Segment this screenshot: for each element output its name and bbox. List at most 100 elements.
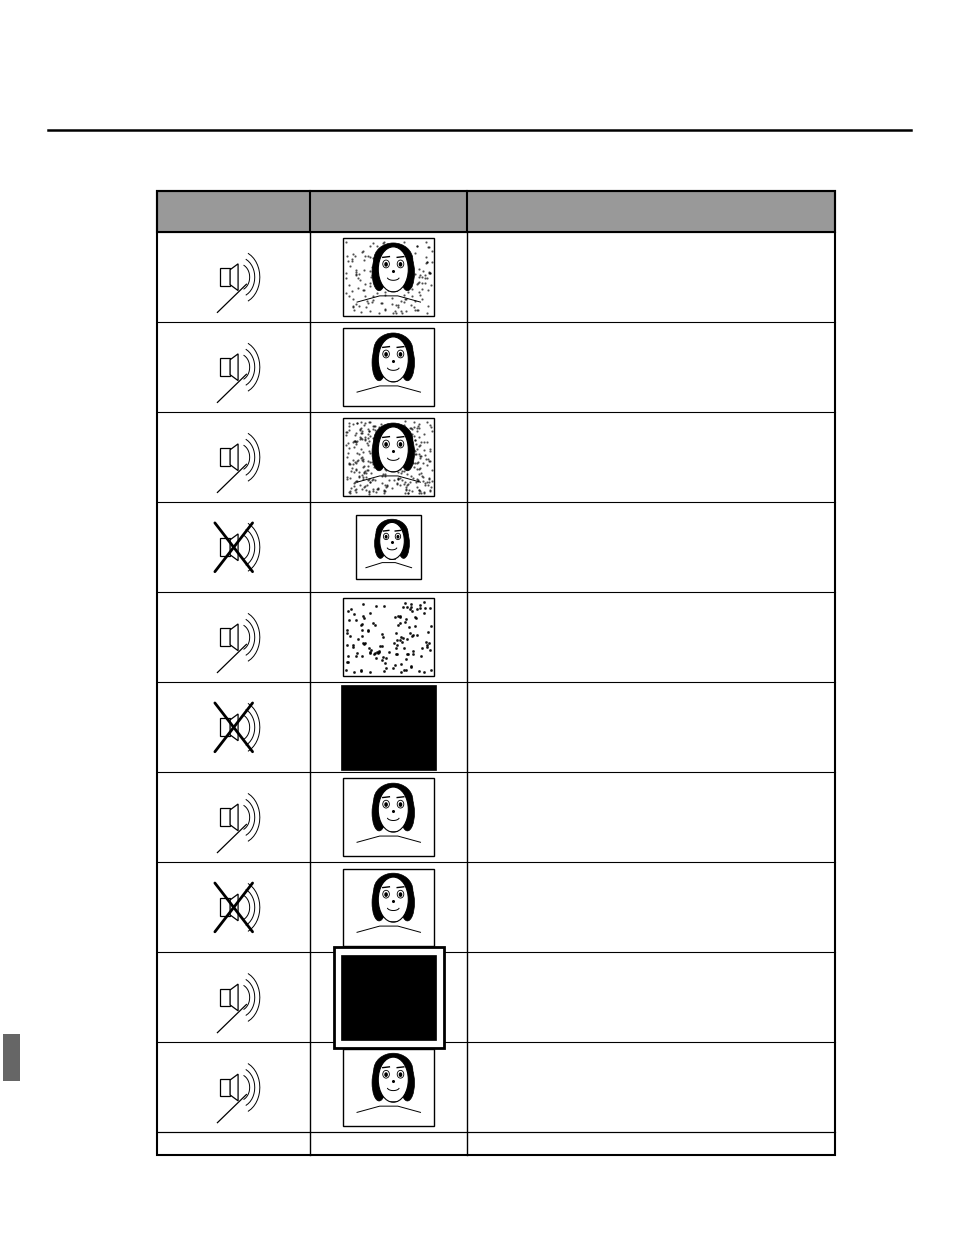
Ellipse shape [398,892,402,897]
Point [347,604,362,624]
Point [419,456,435,475]
Point [386,634,401,653]
Point [355,464,370,484]
Point [395,629,411,648]
Point [375,597,391,616]
Point [355,251,371,270]
Point [390,606,405,626]
Point [355,457,371,477]
Polygon shape [230,894,238,921]
Point [373,261,388,280]
Point [376,463,392,483]
Point [376,482,392,501]
Point [396,430,412,450]
Point [421,473,436,493]
Point [411,459,426,479]
Point [418,411,434,431]
Bar [341,684,436,771]
Point [357,427,373,447]
Point [342,454,357,474]
Point [421,598,436,618]
Point [390,459,405,479]
Bar [343,329,434,406]
Point [418,632,434,652]
Point [360,436,375,456]
Point [406,457,421,477]
Point [384,288,399,308]
Point [378,461,394,480]
Point [383,451,398,471]
Point [405,645,420,664]
Point [406,426,421,446]
Point [408,445,423,464]
Point [345,415,360,435]
Point [355,279,370,299]
Point [416,604,431,624]
Bar [343,1049,434,1126]
Ellipse shape [400,345,415,380]
Point [405,625,420,645]
Point [385,450,400,469]
Point [370,479,385,499]
Point [390,278,405,298]
Point [400,480,416,500]
Point [385,427,400,447]
Point [360,620,375,640]
Point [393,627,408,647]
Point [409,274,424,294]
Point [345,635,360,655]
Point [411,419,426,438]
Point [392,468,407,488]
Polygon shape [230,624,238,651]
Point [365,482,380,501]
Point [375,464,390,484]
Point [393,662,408,682]
Point [375,447,390,467]
Point [395,285,411,305]
Point [355,415,371,435]
Point [339,469,355,489]
Point [354,661,369,680]
Bar [343,599,434,677]
Point [375,650,390,669]
Point [416,483,431,503]
Point [374,473,389,493]
Point [388,304,403,324]
Point [388,295,403,315]
Point [354,646,369,666]
Point [338,268,354,288]
Point [407,606,422,626]
Point [343,599,358,619]
Point [403,427,418,447]
Point [377,425,393,445]
Point [364,291,379,311]
Point [397,289,413,309]
Point [403,417,418,437]
Point [416,662,432,682]
Point [346,662,361,682]
Point [378,451,394,471]
Point [368,648,383,668]
Point [365,429,380,448]
Point [398,598,414,618]
Point [409,453,424,473]
Point [339,624,355,643]
Point [365,479,380,499]
Point [354,479,369,499]
Point [339,247,355,267]
Point [419,622,435,642]
Point [417,266,433,285]
Point [407,291,422,311]
Ellipse shape [400,435,415,471]
Point [398,629,414,648]
Ellipse shape [384,352,388,357]
Point [406,296,421,316]
Point [352,420,367,440]
Point [361,261,376,280]
Point [411,427,426,447]
Point [357,634,373,653]
Point [396,411,412,431]
Point [366,450,381,469]
Point [338,468,354,488]
Point [405,453,420,473]
